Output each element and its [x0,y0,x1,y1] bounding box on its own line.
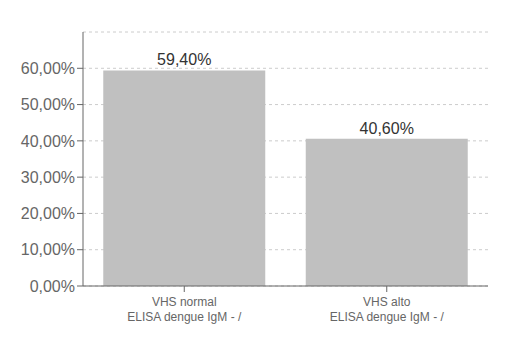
svg-text:VHS altoELISA dengue IgM - /: VHS altoELISA dengue IgM - / [330,295,445,324]
svg-text:40,60%: 40,60% [360,120,414,137]
svg-text:50,00%: 50,00% [21,96,75,113]
svg-text:40,00%: 40,00% [21,133,75,150]
svg-text:20,00%: 20,00% [21,205,75,222]
svg-text:59,40%: 59,40% [157,51,211,68]
svg-text:30,00%: 30,00% [21,169,75,186]
svg-text:VHS normalELISA dengue IgM - /: VHS normalELISA dengue IgM - / [127,295,242,324]
svg-text:10,00%: 10,00% [21,241,75,258]
svg-text:0,00%: 0,00% [30,278,75,295]
svg-text:60,00%: 60,00% [21,60,75,77]
